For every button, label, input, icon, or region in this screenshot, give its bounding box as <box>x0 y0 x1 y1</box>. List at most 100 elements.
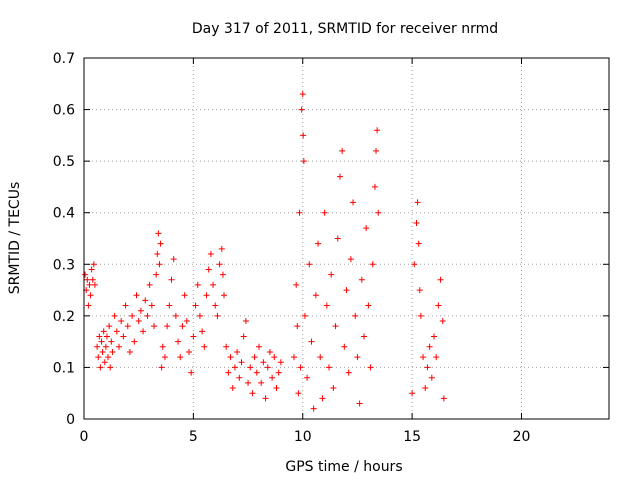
data-point <box>156 261 163 268</box>
data-point <box>415 240 422 247</box>
data-point <box>96 333 103 340</box>
data-point <box>301 312 308 319</box>
data-point <box>101 359 108 366</box>
data-point <box>375 209 382 216</box>
data-point <box>85 302 92 309</box>
data-point <box>414 199 421 206</box>
data-point <box>106 323 113 330</box>
data-point <box>356 400 363 407</box>
data-point <box>300 132 307 139</box>
data-point <box>345 369 352 376</box>
data-point <box>225 369 232 376</box>
data-point <box>424 364 431 371</box>
data-point <box>218 245 225 252</box>
data-point <box>247 364 254 371</box>
data-point <box>336 173 343 180</box>
data-point <box>158 364 165 371</box>
data-point <box>229 385 236 392</box>
data-point <box>266 348 273 355</box>
data-point <box>330 385 337 392</box>
data-point <box>413 220 420 227</box>
data-point <box>116 343 122 350</box>
data-point <box>210 281 217 288</box>
data-point <box>126 348 133 355</box>
data-point <box>107 364 114 371</box>
data-point <box>245 379 252 386</box>
data-point <box>151 323 157 330</box>
data-point <box>201 343 208 350</box>
data-point <box>99 348 106 355</box>
data-point <box>242 318 249 325</box>
data-point <box>238 359 245 366</box>
data-point <box>146 281 153 288</box>
data-point <box>328 271 335 278</box>
data-point <box>306 261 313 268</box>
data-point <box>166 302 173 309</box>
data-point <box>260 359 267 366</box>
data-point <box>332 323 339 330</box>
data-point <box>350 199 357 206</box>
data-point <box>118 318 125 325</box>
data-point <box>205 266 212 273</box>
data-point <box>269 374 276 381</box>
data-point <box>111 312 118 319</box>
data-point <box>433 354 440 361</box>
data-point <box>94 343 101 350</box>
data-point <box>253 369 260 376</box>
tick-labels: 0 0.1 0.2 0.3 0.4 0.5 0.6 0.7 0 5 10 15 20 <box>53 51 531 445</box>
data-point <box>323 302 330 309</box>
data-point <box>89 276 96 283</box>
data-point <box>154 250 161 257</box>
data-point <box>129 312 136 319</box>
data-point <box>293 281 300 288</box>
data-point <box>275 369 282 376</box>
data-point <box>262 395 269 402</box>
data-point <box>417 312 424 319</box>
data-point <box>190 333 197 340</box>
data-point <box>90 261 97 268</box>
y-tick-label: 0.1 <box>53 360 75 376</box>
data-point <box>192 302 199 309</box>
x-tick-label: 0 <box>80 429 89 445</box>
data-point <box>153 271 160 278</box>
data-point <box>343 287 350 294</box>
data-point <box>186 348 192 355</box>
plot-frame <box>83 57 610 420</box>
data-point <box>258 379 265 386</box>
data-point <box>369 261 376 268</box>
data-point <box>109 348 116 355</box>
data-point <box>87 292 94 299</box>
data-point <box>203 292 210 299</box>
data-point <box>216 261 223 268</box>
y-tick-label: 0.6 <box>53 103 75 119</box>
data-point <box>172 312 179 319</box>
data-point <box>105 354 112 361</box>
data-point <box>199 328 206 335</box>
y-tick-label: 0.3 <box>53 257 75 273</box>
data-point <box>431 333 437 340</box>
data-point <box>177 354 184 361</box>
data-point <box>352 312 359 319</box>
data-point <box>256 343 262 350</box>
x-tick-label: 15 <box>403 429 421 445</box>
data-point <box>133 292 140 299</box>
x-tick-label: 5 <box>189 429 198 445</box>
data-point <box>131 338 138 345</box>
data-point <box>181 292 188 299</box>
data-point <box>212 302 219 309</box>
data-point <box>374 127 381 134</box>
data-point <box>219 271 226 278</box>
data-point <box>310 405 317 412</box>
data-point <box>155 230 162 237</box>
data-point <box>297 364 304 371</box>
x-tick-label: 10 <box>294 429 312 445</box>
data-point <box>98 338 105 345</box>
data-point <box>207 250 214 257</box>
data-point <box>409 390 416 397</box>
data-point <box>422 385 429 392</box>
data-point <box>164 323 171 330</box>
data-point <box>122 302 129 309</box>
data-point <box>411 261 418 268</box>
data-point <box>358 276 365 283</box>
